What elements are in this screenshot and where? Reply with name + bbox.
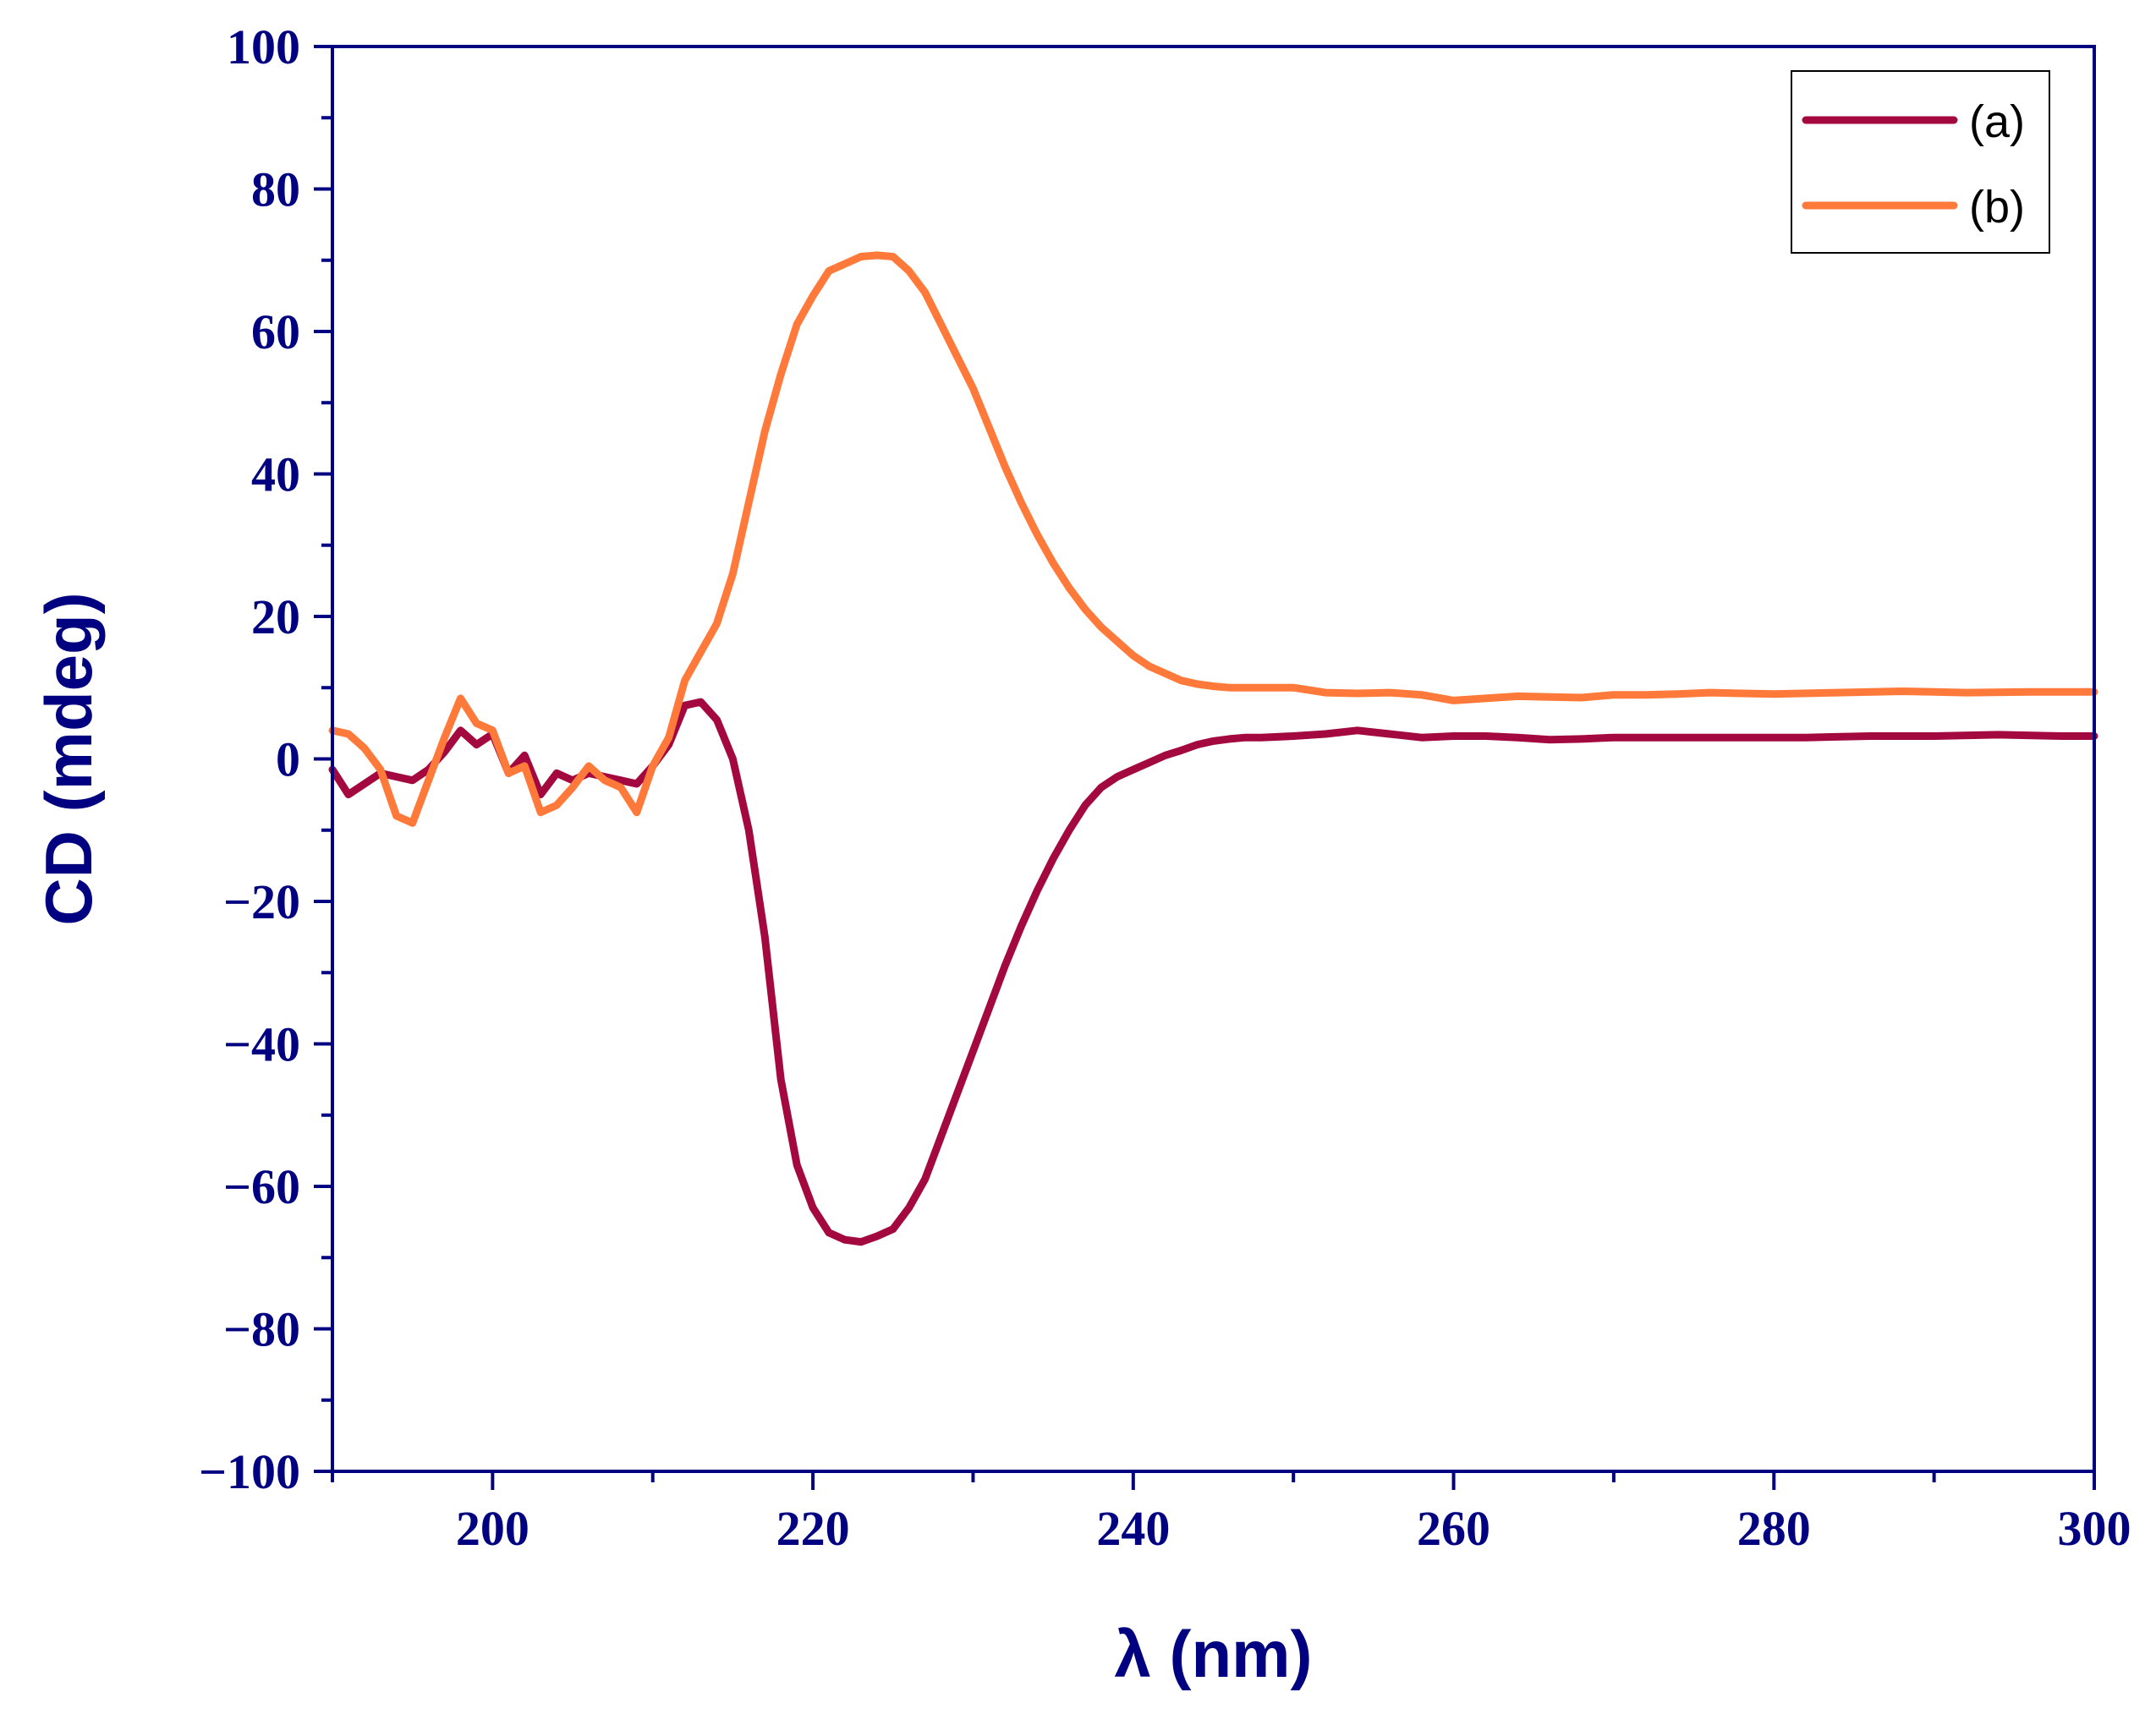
y-tick-label: −100 [199,1444,300,1499]
y-tick-label: −20 [223,874,300,929]
legend-label-a: (a) [1969,96,2025,147]
series-line-a [328,698,2098,1246]
y-axis-title: CD (mdeg) [31,592,106,925]
x-tick-label: 200 [456,1501,529,1556]
y-tick-label: −60 [223,1159,300,1214]
y-tick-label: −40 [223,1017,300,1072]
x-tick-label: 220 [776,1501,850,1556]
x-tick-label: 280 [1737,1501,1811,1556]
legend-box [1791,70,2050,254]
series-line-b [328,251,2098,827]
x-tick-label: 240 [1096,1501,1170,1556]
x-axis-title: λ (nm) [1115,1617,1313,1691]
y-tick-label: 0 [276,732,300,787]
plot-frame [331,45,2096,1473]
y-tick-label: 80 [251,162,300,217]
x-tick-label: 260 [1417,1501,1490,1556]
y-tick-label: −80 [223,1302,300,1357]
plot-area [328,251,2098,1246]
y-tick-label: 60 [251,304,300,359]
x-tick-label: 300 [2058,1501,2131,1556]
legend: (a) (b) [1791,70,2050,254]
y-tick-label: 100 [227,19,300,74]
y-tick-label: 40 [251,447,300,502]
legend-label-b: (b) [1969,182,2025,233]
y-tick-label: 20 [251,589,300,644]
